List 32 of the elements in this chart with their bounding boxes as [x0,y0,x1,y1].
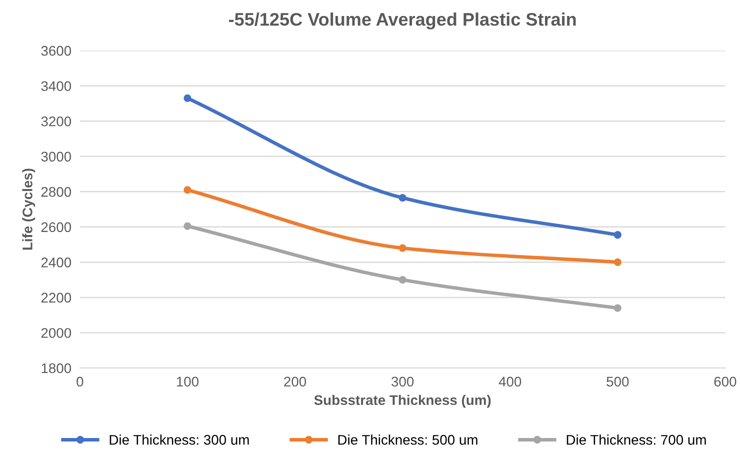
x-tick-label: 500 [606,376,629,387]
x-axis-title: Subsstrate Thickness (um) [314,394,491,408]
legend-label: Die Thickness: 500 um [338,434,478,445]
x-tick-label: 400 [498,376,522,387]
x-tick-label: 600 [714,376,736,387]
x-tick-label: 100 [176,376,199,387]
y-tick-label: 2600 [41,222,72,232]
point [614,258,622,266]
y-tick-label: 3200 [41,116,72,126]
x-tick-label: 200 [284,376,306,387]
y-tick-label: 2000 [41,328,72,338]
y-tick-label: 3000 [41,152,72,162]
point [184,186,192,194]
point [184,222,192,230]
point [614,231,622,239]
y-tick-label: 3400 [41,81,72,92]
y-tick-label: 2800 [41,187,72,197]
point [398,276,406,284]
x-tick-label: 0 [76,376,84,387]
y-tick-label: 2400 [41,258,72,268]
point [614,304,622,312]
legend-label: Die Thickness: 700 um [566,434,706,445]
point [398,194,406,202]
chart-title: -55/125C Volume Averaged Plastic Strain [229,12,576,30]
point [184,94,192,102]
legend-label: Die Thickness: 300 um [110,434,249,445]
point [398,244,406,252]
y-tick-label: 2200 [41,292,72,303]
y-tick-label: 3600 [41,46,72,56]
y-tick-label: 1800 [42,363,72,374]
y-axis-title: Life (Cycles) [22,168,36,250]
x-tick-label: 300 [392,376,414,387]
